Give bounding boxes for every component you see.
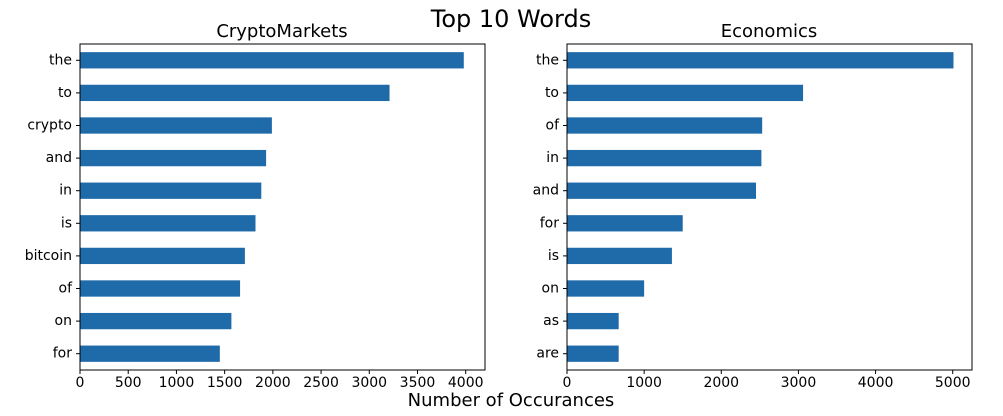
- y-tick-label-economics-is: is: [548, 248, 559, 264]
- y-tick-label-cryptomarkets-in: in: [59, 183, 72, 199]
- y-tick-label-cryptomarkets-is: is: [61, 215, 72, 231]
- bar-economics-to: [567, 84, 804, 102]
- y-tick-label-economics-are: are: [536, 346, 559, 362]
- x-tick-label-economics-4000: 4000: [858, 375, 894, 391]
- y-tick-label-economics-of: of: [546, 118, 561, 134]
- y-tick-label-cryptomarkets-of: of: [59, 281, 74, 297]
- bar-economics-is: [567, 247, 672, 265]
- y-tick-label-cryptomarkets-the: the: [49, 52, 72, 68]
- x-tick-label-cryptomarkets-3500: 3500: [400, 375, 436, 391]
- x-tick-label-economics-3000: 3000: [781, 375, 817, 391]
- bar-economics-for: [567, 215, 683, 232]
- x-tick-label-cryptomarkets-4000: 4000: [448, 375, 484, 391]
- x-tick-label-economics-1000: 1000: [626, 375, 662, 391]
- bar-economics-the: [567, 52, 954, 69]
- bar-cryptomarkets-for: [80, 345, 220, 362]
- x-tick-label-cryptomarkets-3000: 3000: [351, 375, 387, 391]
- y-tick-label-economics-on: on: [542, 281, 559, 297]
- y-tick-label-economics-the: the: [536, 52, 559, 68]
- x-tick-label-cryptomarkets-1500: 1500: [207, 375, 243, 391]
- x-tick-label-cryptomarkets-1000: 1000: [159, 375, 195, 391]
- figure-title: Top 10 Words: [430, 5, 592, 33]
- axes-frame-cryptomarkets: [79, 43, 486, 371]
- bar-cryptomarkets-crypto: [80, 117, 272, 134]
- x-tick-label-cryptomarkets-2500: 2500: [303, 375, 339, 391]
- y-tick-label-economics-to: to: [545, 85, 559, 101]
- bar-economics-on: [567, 280, 645, 297]
- bar-economics-of: [567, 117, 763, 134]
- shared-x-axis-label: Number of Occurances: [408, 390, 615, 411]
- bar-cryptomarkets-the: [80, 52, 464, 69]
- chart-title-economics: Economics: [721, 21, 818, 42]
- bar-cryptomarkets-bitcoin: [80, 247, 245, 265]
- x-tick-label-economics-0: 0: [563, 375, 572, 391]
- x-tick-label-cryptomarkets-2000: 2000: [255, 375, 291, 391]
- chart-cryptomarkets: CryptoMarkets the to crypto and in is bitcoin o…: [25, 21, 486, 391]
- y-tick-label-cryptomarkets-for: for: [53, 346, 72, 362]
- bar-cryptomarkets-to: [80, 84, 390, 102]
- bar-economics-as: [567, 312, 619, 330]
- bar-cryptomarkets-is: [80, 215, 256, 232]
- axes-frame-economics: [566, 43, 973, 371]
- x-tick-label-economics-2000: 2000: [703, 375, 739, 391]
- y-tick-label-economics-for: for: [540, 215, 559, 231]
- bar-economics-are: [567, 345, 619, 362]
- x-tick-label-cryptomarkets-500: 500: [115, 375, 142, 391]
- bar-economics-and: [567, 182, 756, 199]
- bar-cryptomarkets-in: [80, 182, 262, 199]
- y-tick-label-cryptomarkets-to: to: [58, 85, 72, 101]
- chart-title-cryptomarkets: CryptoMarkets: [216, 21, 347, 42]
- y-tick-label-cryptomarkets-bitcoin: bitcoin: [25, 248, 72, 264]
- y-tick-label-cryptomarkets-on: on: [55, 313, 72, 329]
- bar-cryptomarkets-and: [80, 149, 267, 167]
- y-tick-label-economics-as: as: [543, 313, 559, 329]
- x-tick-label-cryptomarkets-0: 0: [76, 375, 85, 391]
- bar-cryptomarkets-on: [80, 312, 232, 330]
- y-tick-label-cryptomarkets-crypto: crypto: [27, 118, 72, 134]
- bar-cryptomarkets-of: [80, 280, 241, 297]
- y-tick-label-economics-in: in: [546, 150, 559, 166]
- bar-economics-in: [567, 149, 762, 167]
- x-tick-label-economics-5000: 5000: [935, 375, 971, 391]
- y-tick-label-economics-and: and: [533, 183, 559, 199]
- y-tick-label-cryptomarkets-and: and: [46, 150, 72, 166]
